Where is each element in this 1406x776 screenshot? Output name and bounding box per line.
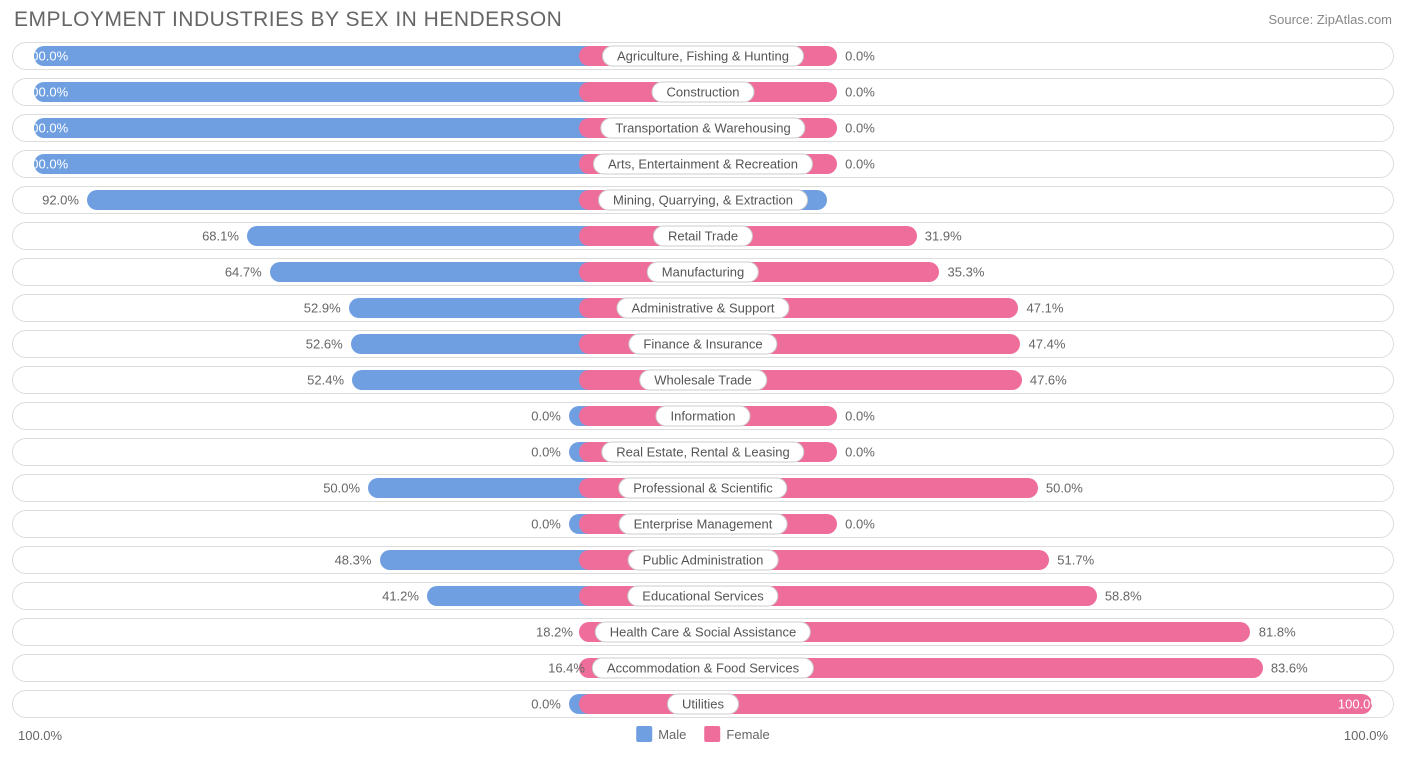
female-pct-label: 81.8% bbox=[1259, 625, 1296, 640]
industry-label: Enterprise Management bbox=[619, 514, 788, 535]
female-pct-label: 0.0% bbox=[845, 49, 875, 64]
male-pct-label: 50.0% bbox=[323, 481, 360, 496]
male-pct-label: 52.9% bbox=[304, 301, 341, 316]
male-pct-label: 18.2% bbox=[536, 625, 573, 640]
industry-label: Administrative & Support bbox=[616, 298, 789, 319]
industry-label: Transportation & Warehousing bbox=[600, 118, 805, 139]
male-pct-label: 0.0% bbox=[531, 409, 561, 424]
female-pct-label: 0.0% bbox=[845, 409, 875, 424]
chart-row: 100.0% 0.0% Construction bbox=[12, 78, 1394, 106]
chart-area: 100.0% 0.0% Agriculture, Fishing & Hunting… bbox=[0, 36, 1406, 718]
female-pct-label: 0.0% bbox=[845, 445, 875, 460]
male-pct-label: 68.1% bbox=[202, 229, 239, 244]
female-pct-label: 0.0% bbox=[845, 517, 875, 532]
male-pct-label: 0.0% bbox=[531, 517, 561, 532]
chart-row: 52.9% 47.1% Administrative & Support bbox=[12, 294, 1394, 322]
chart-row: 100.0% 0.0% Agriculture, Fishing & Hunting bbox=[12, 42, 1394, 70]
industry-label: Wholesale Trade bbox=[639, 370, 767, 391]
industry-label: Utilities bbox=[667, 694, 739, 715]
chart-row: 64.7% 35.3% Manufacturing bbox=[12, 258, 1394, 286]
male-pct-label: 48.3% bbox=[335, 553, 372, 568]
female-pct-label: 0.0% bbox=[845, 121, 875, 136]
industry-label: Manufacturing bbox=[647, 262, 759, 283]
chart-row: 92.0%8.0%Mining, Quarrying, & Extraction bbox=[12, 186, 1394, 214]
female-pct-label: 47.1% bbox=[1027, 301, 1064, 316]
chart-row: 0.0% 0.0% Enterprise Management bbox=[12, 510, 1394, 538]
industry-label: Agriculture, Fishing & Hunting bbox=[602, 46, 804, 67]
industry-label: Educational Services bbox=[627, 586, 778, 607]
bar-female bbox=[579, 262, 939, 282]
industry-label: Accommodation & Food Services bbox=[592, 658, 814, 679]
legend-label: Female bbox=[726, 727, 769, 742]
industry-label: Professional & Scientific bbox=[618, 478, 787, 499]
male-pct-label: 92.0% bbox=[42, 193, 79, 208]
chart-row: 52.6% 47.4% Finance & Insurance bbox=[12, 330, 1394, 358]
industry-label: Health Care & Social Assistance bbox=[595, 622, 811, 643]
male-pct-label: 100.0% bbox=[24, 121, 68, 136]
chart-row: 0.0% 100.0% Utilities bbox=[12, 690, 1394, 718]
chart-row: 16.4% 83.6% Accommodation & Food Services bbox=[12, 654, 1394, 682]
chart-row: 0.0% 0.0% Real Estate, Rental & Leasing bbox=[12, 438, 1394, 466]
industry-label: Information bbox=[655, 406, 750, 427]
male-pct-label: 0.0% bbox=[531, 697, 561, 712]
female-pct-label: 47.6% bbox=[1030, 373, 1067, 388]
chart-footer: 100.0% 100.0% Male Female bbox=[0, 726, 1406, 754]
industry-label: Real Estate, Rental & Leasing bbox=[601, 442, 804, 463]
legend-swatch bbox=[704, 726, 720, 742]
axis-label-left: 100.0% bbox=[18, 728, 62, 743]
industry-label: Finance & Insurance bbox=[628, 334, 777, 355]
industry-label: Public Administration bbox=[628, 550, 779, 571]
legend: Male Female bbox=[636, 726, 770, 742]
male-pct-label: 16.4% bbox=[548, 661, 585, 676]
male-pct-label: 100.0% bbox=[24, 157, 68, 172]
female-pct-label: 83.6% bbox=[1271, 661, 1308, 676]
industry-label: Construction bbox=[652, 82, 755, 103]
industry-label: Retail Trade bbox=[653, 226, 753, 247]
chart-row: 52.4% 47.6% Wholesale Trade bbox=[12, 366, 1394, 394]
legend-item: Female bbox=[704, 726, 769, 742]
female-pct-label: 51.7% bbox=[1057, 553, 1094, 568]
male-pct-label: 100.0% bbox=[24, 49, 68, 64]
male-pct-label: 100.0% bbox=[24, 85, 68, 100]
legend-swatch bbox=[636, 726, 652, 742]
chart-row: 100.0% 0.0% Transportation & Warehousing bbox=[12, 114, 1394, 142]
chart-row: 0.0% 0.0% Information bbox=[12, 402, 1394, 430]
chart-title: EMPLOYMENT INDUSTRIES BY SEX IN HENDERSO… bbox=[14, 8, 562, 32]
female-pct-label: 0.0% bbox=[845, 85, 875, 100]
male-pct-label: 52.4% bbox=[307, 373, 344, 388]
legend-item: Male bbox=[636, 726, 686, 742]
female-pct-label: 100.0% bbox=[1338, 697, 1382, 712]
female-pct-label: 50.0% bbox=[1046, 481, 1083, 496]
chart-row: 68.1% 31.9% Retail Trade bbox=[12, 222, 1394, 250]
female-pct-label: 58.8% bbox=[1105, 589, 1142, 604]
chart-row: 100.0% 0.0% Arts, Entertainment & Recreati… bbox=[12, 150, 1394, 178]
chart-row: 50.0% 50.0% Professional & Scientific bbox=[12, 474, 1394, 502]
chart-row: 48.3% 51.7% Public Administration bbox=[12, 546, 1394, 574]
legend-label: Male bbox=[658, 727, 686, 742]
female-pct-label: 31.9% bbox=[925, 229, 962, 244]
industry-label: Mining, Quarrying, & Extraction bbox=[598, 190, 808, 211]
female-pct-label: 0.0% bbox=[845, 157, 875, 172]
male-pct-label: 41.2% bbox=[382, 589, 419, 604]
chart-source: Source: ZipAtlas.com bbox=[1268, 8, 1392, 27]
industry-label: Arts, Entertainment & Recreation bbox=[593, 154, 813, 175]
chart-header: EMPLOYMENT INDUSTRIES BY SEX IN HENDERSO… bbox=[0, 0, 1406, 36]
female-pct-label: 35.3% bbox=[948, 265, 985, 280]
male-pct-label: 0.0% bbox=[531, 445, 561, 460]
axis-label-right: 100.0% bbox=[1344, 728, 1388, 743]
male-pct-label: 64.7% bbox=[225, 265, 262, 280]
chart-row: 18.2% 81.8% Health Care & Social Assistanc… bbox=[12, 618, 1394, 646]
female-pct-label: 47.4% bbox=[1029, 337, 1066, 352]
chart-row: 41.2% 58.8% Educational Services bbox=[12, 582, 1394, 610]
male-pct-label: 52.6% bbox=[306, 337, 343, 352]
